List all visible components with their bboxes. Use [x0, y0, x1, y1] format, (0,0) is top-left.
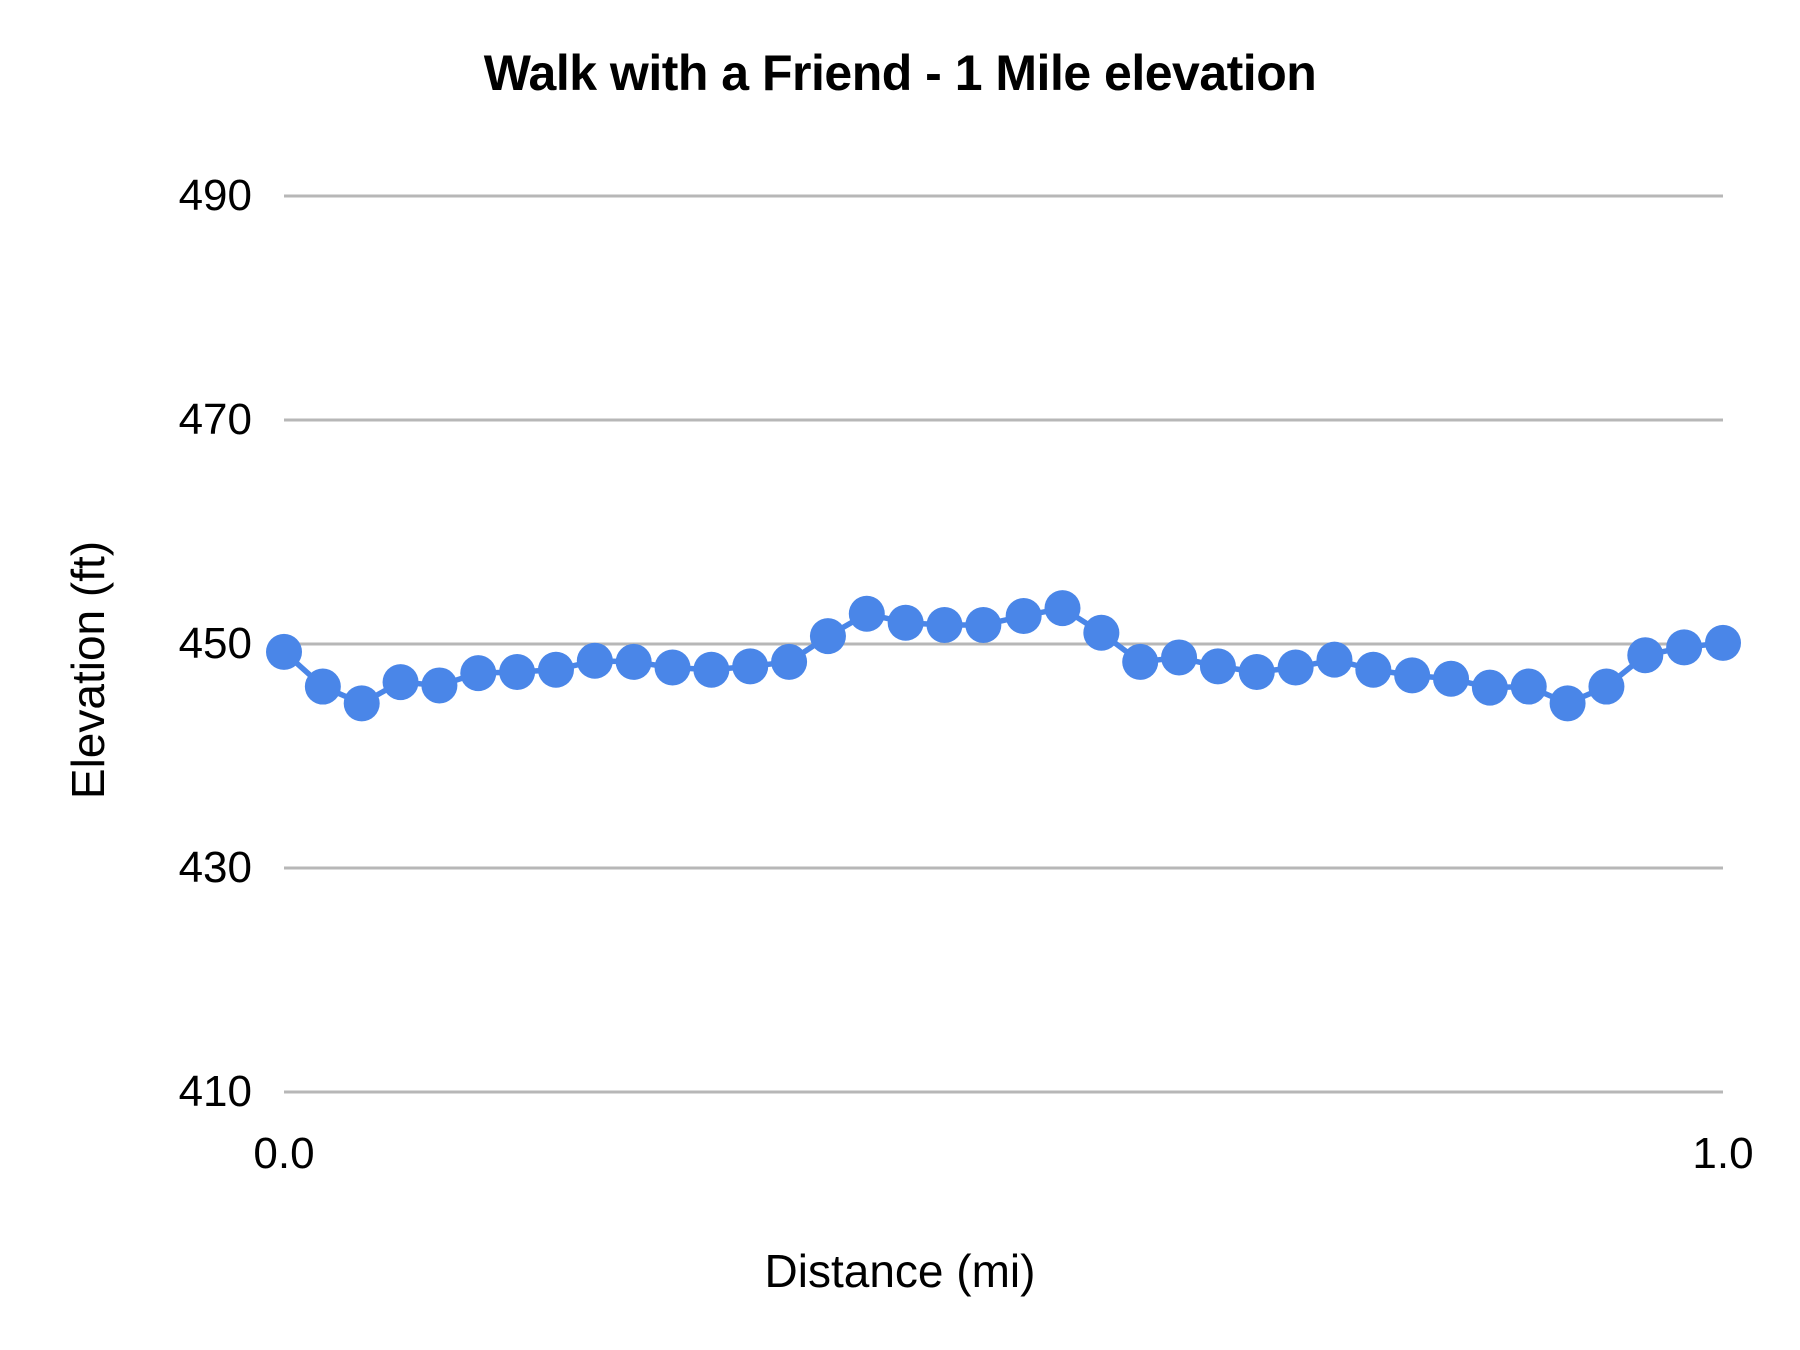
- data-point[interactable]: [1666, 629, 1703, 666]
- data-point[interactable]: [1316, 641, 1353, 678]
- data-point[interactable]: [654, 649, 691, 686]
- data-point[interactable]: [1510, 668, 1547, 705]
- data-point[interactable]: [1549, 685, 1586, 722]
- data-point[interactable]: [693, 651, 730, 688]
- y-tick-label: 490: [178, 171, 252, 220]
- data-point[interactable]: [1199, 648, 1236, 685]
- x-tick-label: 1.0: [1692, 1129, 1754, 1178]
- data-point[interactable]: [771, 643, 808, 680]
- data-point[interactable]: [1161, 639, 1198, 676]
- data-point[interactable]: [421, 667, 458, 704]
- data-point[interactable]: [537, 651, 574, 688]
- data-point[interactable]: [304, 668, 341, 705]
- data-point[interactable]: [1627, 637, 1664, 674]
- data-point[interactable]: [576, 642, 613, 679]
- data-point[interactable]: [887, 604, 924, 641]
- data-point[interactable]: [1044, 590, 1081, 627]
- data-point[interactable]: [266, 633, 302, 670]
- data-point[interactable]: [732, 648, 769, 685]
- data-point[interactable]: [1277, 649, 1314, 686]
- data-point[interactable]: [965, 606, 1002, 643]
- y-axis-title: Elevation (ft): [62, 540, 114, 800]
- data-point[interactable]: [615, 643, 652, 680]
- data-point[interactable]: [1005, 598, 1042, 634]
- x-tick-label: 0.0: [253, 1129, 315, 1178]
- data-point[interactable]: [1083, 614, 1120, 651]
- data-point[interactable]: [1122, 643, 1159, 680]
- data-point[interactable]: [1238, 654, 1275, 690]
- data-point[interactable]: [460, 655, 497, 692]
- data-point[interactable]: [1433, 660, 1470, 697]
- y-tick-label: 430: [178, 843, 252, 892]
- data-point[interactable]: [848, 595, 885, 632]
- data-point[interactable]: [382, 664, 419, 701]
- y-tick-label: 410: [178, 1067, 252, 1116]
- data-point[interactable]: [1394, 657, 1431, 694]
- data-point[interactable]: [1355, 651, 1392, 688]
- data-point[interactable]: [926, 606, 963, 643]
- data-point[interactable]: [499, 654, 536, 690]
- data-point[interactable]: [1705, 624, 1741, 661]
- data-point[interactable]: [1588, 668, 1625, 705]
- data-point[interactable]: [1471, 669, 1508, 706]
- y-tick-label: 470: [178, 395, 252, 444]
- data-point[interactable]: [343, 685, 380, 722]
- data-point[interactable]: [809, 618, 846, 655]
- x-axis-title: Distance (mi): [764, 1245, 1036, 1297]
- chart-title: Walk with a Friend - 1 Mile elevation: [483, 45, 1317, 101]
- y-tick-label: 450: [178, 619, 252, 668]
